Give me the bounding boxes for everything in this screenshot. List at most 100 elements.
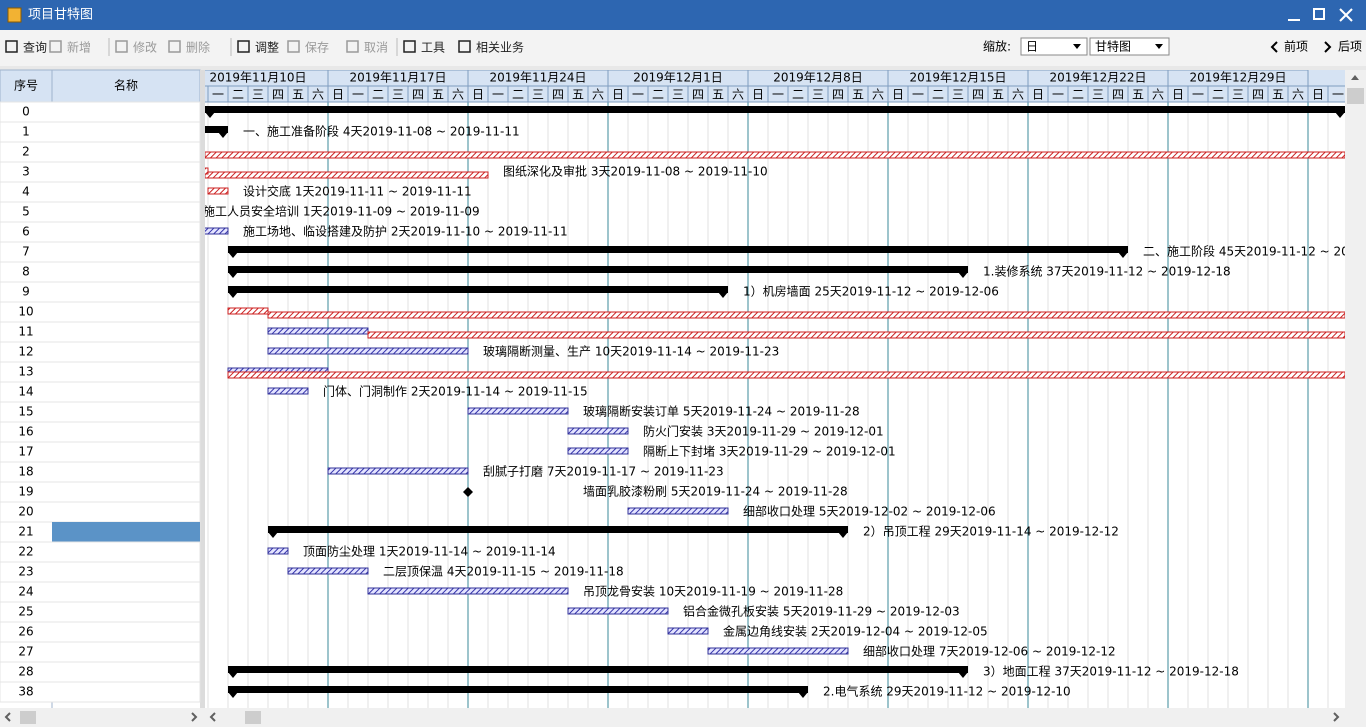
next-button[interactable]: 后项 (1338, 40, 1362, 54)
window-controls[interactable] (1288, 8, 1353, 22)
weekday-label: 三 (252, 88, 264, 102)
weekday-label: 五 (1272, 88, 1284, 102)
weekday-label: 四 (972, 88, 984, 102)
row-seq: 8 (22, 265, 30, 279)
scroll-thumb[interactable] (245, 711, 261, 724)
toolbar-button: 新增 (67, 40, 91, 55)
summary-bar (228, 686, 808, 693)
scroll-thumb[interactable] (20, 711, 36, 724)
weekday-label: 六 (452, 88, 464, 102)
row-seq: 0 (22, 105, 30, 119)
bar-label: 施工人员安全培训 1天2019-11-09 ~ 2019-11-09 (203, 204, 480, 219)
row-seq: 11 (18, 325, 33, 339)
row-seq: 6 (22, 225, 30, 239)
view-select[interactable] (1089, 37, 1170, 56)
column-header: 序号 (14, 78, 38, 93)
button-icon (168, 40, 181, 53)
table-row (0, 241, 201, 263)
bar-label: 刮腻子打磨 7天2019-11-17 ~ 2019-11-23 (483, 465, 724, 479)
bar-label: 施工场地、临设搭建及防护 2天2019-11-10 ~ 2019-11-11 (243, 224, 568, 239)
weekday-label: 日 (472, 88, 484, 102)
summary-bar (228, 286, 728, 293)
row-seq: 23 (18, 565, 33, 579)
scroll-thumb[interactable] (1347, 88, 1364, 104)
weekday-label: 一 (632, 88, 644, 102)
toolbar-button: 删除 (186, 40, 210, 55)
button-icon (458, 40, 471, 53)
row-seq: 14 (18, 385, 33, 399)
task-bar (467, 407, 569, 415)
task-bar (567, 607, 669, 615)
weekday-label: 日 (332, 88, 344, 102)
weekday-label: 六 (1152, 88, 1164, 102)
selected-cell (52, 522, 200, 542)
day-cell (1327, 85, 1345, 103)
baseline-bar (367, 331, 1345, 339)
weekday-label: 二 (1212, 88, 1224, 102)
milestone (463, 487, 473, 497)
toolbar-button[interactable]: 查询 (23, 41, 47, 55)
weekday-label: 二 (932, 88, 944, 102)
task-bar (205, 227, 229, 235)
button-icon (115, 40, 128, 53)
week-label: 2019年12月8日 (773, 71, 862, 85)
weekday-label: 三 (532, 88, 544, 102)
weekday-label: 六 (732, 88, 744, 102)
week-label: 2019年11月17日 (349, 71, 446, 85)
weekday-label: 一 (772, 88, 784, 102)
row-seq: 24 (18, 585, 33, 599)
bar-label: 二层顶保温 4天2019-11-15 ~ 2019-11-18 (383, 565, 624, 579)
weekday-label: 一 (492, 88, 504, 102)
weekday-label: 日 (1032, 88, 1044, 102)
row-seq: 4 (22, 185, 30, 199)
bar-label: 门体、门洞制作 2天2019-11-14 ~ 2019-11-15 (323, 384, 588, 399)
button-icon (346, 40, 359, 53)
baseline-bar (267, 311, 1345, 319)
row-seq: 5 (22, 205, 30, 219)
bar-label: 图纸深化及审批 3天2019-11-08 ~ 2019-11-10 (503, 164, 768, 179)
row-seq: 28 (18, 665, 33, 679)
weekday-label: 六 (592, 88, 604, 102)
prev-icon (1270, 41, 1278, 53)
bar-label: 玻璃隔断安装订单 5天2019-11-24 ~ 2019-11-28 (583, 404, 860, 419)
weekday-label: 三 (1232, 88, 1244, 102)
prev-button[interactable]: 前项 (1284, 39, 1308, 54)
summary-bar (205, 106, 1345, 113)
scroll-up[interactable] (1351, 75, 1359, 80)
table-row (0, 201, 201, 223)
weekday-label: 日 (612, 88, 624, 102)
toolbar-button[interactable]: 工具 (421, 41, 445, 55)
weekday-label: 六 (312, 88, 324, 102)
task-bar (267, 547, 289, 555)
row-seq: 25 (18, 605, 33, 619)
weekday-label: 一 (1192, 88, 1204, 102)
week-label: 2019年12月22日 (1049, 71, 1146, 85)
summary-bar (205, 126, 228, 133)
toolbar-button[interactable]: 相关业务 (476, 40, 524, 55)
bar-label: 细部收口处理 7天2019-12-06 ~ 2019-12-12 (863, 644, 1116, 659)
weekday-label: 二 (512, 88, 524, 102)
splitter[interactable] (200, 70, 205, 708)
weekday-label: 四 (412, 88, 424, 102)
scroll-arrows[interactable] (4, 712, 1340, 722)
table-row (0, 221, 201, 243)
toolbar-button[interactable]: 调整 (255, 40, 279, 55)
window-title: 项目甘特图 (28, 8, 93, 23)
vertical-scrollbar[interactable] (1345, 70, 1366, 708)
task-bar (327, 467, 469, 475)
button-icon (287, 40, 300, 53)
bar-label: 二、施工阶段 45天2019-11-12 ~ 2019 (1143, 244, 1364, 259)
weekday-label: 二 (792, 88, 804, 102)
weekday-label: 三 (812, 88, 824, 102)
zoom-value: 日 (1026, 40, 1038, 54)
zoom-label: 缩放: (983, 39, 1011, 54)
bar-label: 墙面乳胶漆粉刷 5天2019-11-24 ~ 2019-11-28 (583, 484, 848, 499)
baseline-bar (267, 327, 369, 335)
bar-label: 1）机房墙面 25天2019-11-12 ~ 2019-12-06 (743, 284, 999, 299)
view-value: 甘特图 (1095, 39, 1131, 54)
weekday-label: 五 (992, 88, 1004, 102)
bar-label: 2）吊顶工程 29天2019-11-14 ~ 2019-12-12 (863, 524, 1119, 539)
horizontal-scrollbar[interactable] (0, 708, 1366, 727)
title-bar (0, 0, 1366, 30)
zoom-select[interactable] (1020, 37, 1088, 56)
